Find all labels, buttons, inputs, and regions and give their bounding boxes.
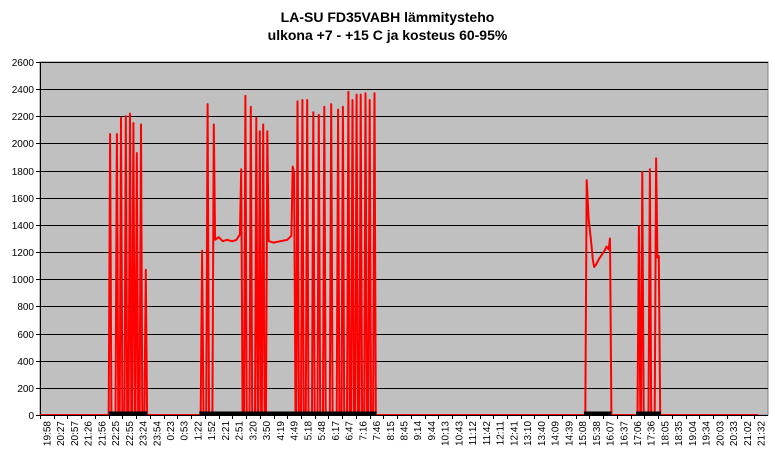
x-tick-label: 15:08	[578, 421, 589, 446]
x-tick-label: 18:35	[674, 421, 685, 446]
x-tick-label: 4:19	[276, 421, 287, 441]
x-tick-label: 16:37	[619, 421, 630, 446]
x-tick-label: 8:15	[386, 421, 397, 441]
x-tick-label: 1:52	[207, 421, 218, 441]
x-tick-label: 15:38	[592, 421, 603, 446]
x-tick-label: 5:48	[317, 421, 328, 441]
x-tick-label: 1:22	[194, 421, 205, 441]
x-tick-label: 17:36	[647, 421, 658, 446]
y-tick-label: 2000	[12, 139, 35, 150]
y-tick-label: 0	[28, 411, 34, 422]
y-tick-label: 1000	[12, 275, 35, 286]
chart-subtitle: ulkona +7 - +15 C ja kosteus 60-95%	[267, 27, 508, 43]
x-tick-label: 18:05	[661, 421, 672, 446]
x-tick-label: 21:56	[97, 421, 108, 446]
x-tick-label: 0:53	[180, 421, 191, 441]
y-tick-label: 800	[17, 302, 34, 313]
x-tick-label: 22:55	[125, 421, 136, 446]
x-tick-label: 20:27	[56, 421, 67, 446]
x-tick-label: 3:20	[248, 421, 259, 441]
y-tick-label: 2200	[12, 112, 35, 123]
x-tick-label: 20:33	[729, 421, 740, 446]
x-tick-label: 10:13	[441, 421, 452, 446]
x-tick-label: 5:18	[303, 421, 314, 441]
plot-area	[39, 61, 769, 416]
x-tick-label: 20:03	[715, 421, 726, 446]
x-tick-label: 7:16	[358, 421, 369, 441]
x-tick-label: 21:02	[743, 421, 754, 446]
x-tick-label: 0:23	[166, 421, 177, 441]
x-tick-label: 14:09	[551, 421, 562, 446]
y-tick-label: 400	[17, 357, 34, 368]
x-tick-label: 4:49	[290, 421, 301, 441]
y-tick-label: 2400	[12, 85, 35, 96]
x-tick-label: 23:54	[152, 421, 163, 446]
x-tick-label: 6:47	[345, 421, 356, 441]
x-tick-label: 11:12	[468, 421, 479, 446]
y-tick-label: 1200	[12, 248, 35, 259]
x-tick-label: 2:21	[221, 421, 232, 441]
x-tick-label: 23:24	[139, 421, 150, 446]
x-tick-label: 3:50	[262, 421, 273, 441]
x-tick-label: 6:17	[331, 421, 342, 441]
x-tick-label: 16:07	[606, 421, 617, 446]
x-tick-label: 20:57	[70, 421, 81, 446]
x-tick-label: 9:14	[413, 421, 424, 441]
x-tick-label: 21:26	[84, 421, 95, 446]
x-tick-label: 17:06	[633, 421, 644, 446]
chart-title: LA-SU FD35VABH lämmitysteho	[280, 9, 495, 25]
x-tick-label: 9:44	[427, 421, 438, 441]
x-tick-label: 2:51	[235, 421, 246, 441]
y-tick-label: 200	[17, 384, 34, 395]
x-tick-label: 22:25	[111, 421, 122, 446]
y-tick-label: 1600	[12, 194, 35, 205]
x-tick-label: 19:58	[42, 421, 53, 446]
y-tick-label: 1800	[12, 167, 35, 178]
y-tick-label: 2600	[12, 58, 35, 69]
x-tick-label: 11:42	[482, 421, 493, 446]
x-tick-label: 12:11	[496, 421, 507, 446]
x-tick-label: 12:41	[509, 421, 520, 446]
x-tick-label: 7:46	[372, 421, 383, 441]
x-tick-label: 19:34	[702, 421, 713, 446]
x-tick-label: 8:45	[400, 421, 411, 441]
y-tick-label: 1400	[12, 221, 35, 232]
y-tick-label: 600	[17, 330, 34, 341]
x-tick-label: 19:04	[688, 421, 699, 446]
x-tick-label: 13:10	[523, 421, 534, 446]
x-tick-label: 21:32	[757, 421, 768, 446]
x-tick-label: 14:39	[564, 421, 575, 446]
x-tick-label: 10:43	[454, 421, 465, 446]
x-tick-label: 13:40	[537, 421, 548, 446]
